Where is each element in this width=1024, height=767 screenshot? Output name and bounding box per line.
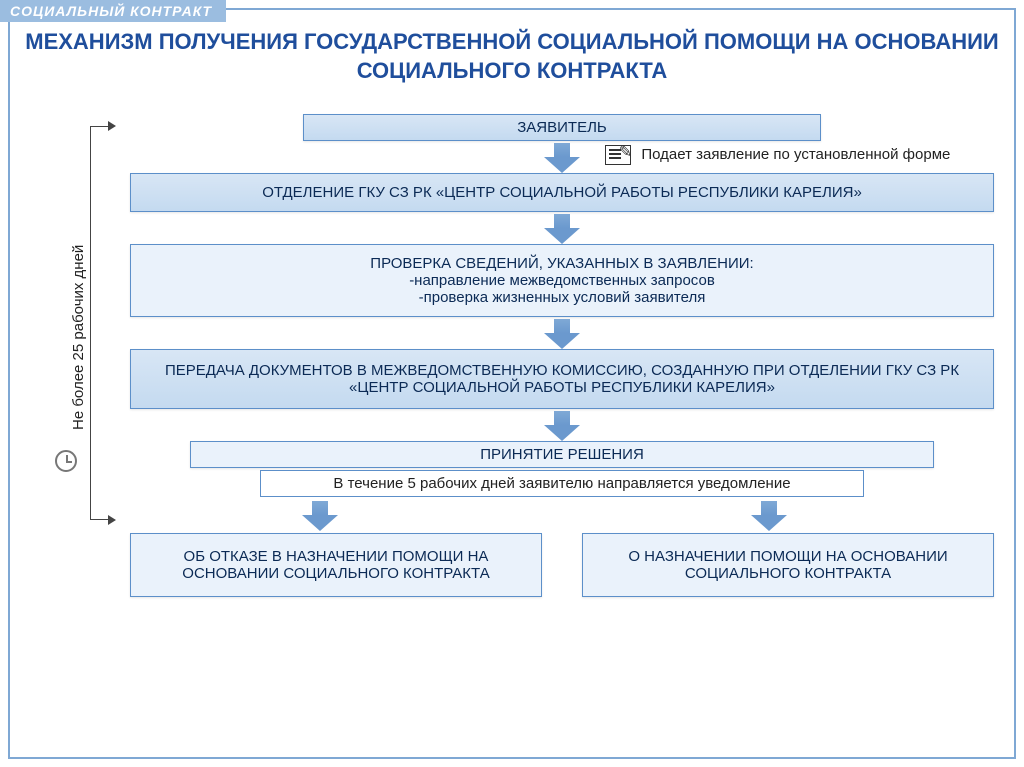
flowchart: ЗАЯВИТЕЛЬ Подает заявление по установлен… (130, 114, 994, 597)
node-approve: О НАЗНАЧЕНИИ ПОМОЩИ НА ОСНОВАНИИ СОЦИАЛЬ… (582, 533, 994, 597)
node-decision: ПРИНЯТИЕ РЕШЕНИЯ (190, 441, 933, 468)
decision-note: В течение 5 рабочих дней заявителю напра… (260, 470, 865, 497)
form-icon (605, 145, 631, 165)
verification-title: ПРОВЕРКА СВЕДЕНИЙ, УКАЗАННЫХ В ЗАЯВЛЕНИИ… (143, 255, 981, 272)
note-form: Подает заявление по установленной форме (605, 145, 950, 165)
bracket-arrow-bottom (108, 515, 116, 525)
node-verification: ПРОВЕРКА СВЕДЕНИЙ, УКАЗАННЫХ В ЗАЯВЛЕНИИ… (130, 244, 994, 317)
clock-icon (55, 450, 77, 472)
verification-line2: -проверка жизненных условий заявителя (143, 289, 981, 306)
node-transfer: ПЕРЕДАЧА ДОКУМЕНТОВ В МЕЖВЕДОМСТВЕННУЮ К… (130, 349, 994, 409)
node-applicant: ЗАЯВИТЕЛЬ (303, 114, 821, 141)
node-refuse: ОБ ОТКАЗЕ В НАЗНАЧЕНИИ ПОМОЩИ НА ОСНОВАН… (130, 533, 542, 597)
note-form-text: Подает заявление по установленной форме (641, 146, 950, 163)
page-title: МЕХАНИЗМ ПОЛУЧЕНИЯ ГОСУДАРСТВЕННОЙ СОЦИА… (20, 28, 1004, 85)
duration-label: Не более 25 рабочих дней (70, 245, 87, 430)
verification-line1: -направление межведомственных запросов (143, 272, 981, 289)
node-department: ОТДЕЛЕНИЕ ГКУ СЗ РК «ЦЕНТР СОЦИАЛЬНОЙ РА… (130, 173, 994, 212)
section-tab: СОЦИАЛЬНЫЙ КОНТРАКТ (0, 0, 226, 22)
bracket-arrow-top (108, 121, 116, 131)
duration-bracket (90, 126, 108, 520)
